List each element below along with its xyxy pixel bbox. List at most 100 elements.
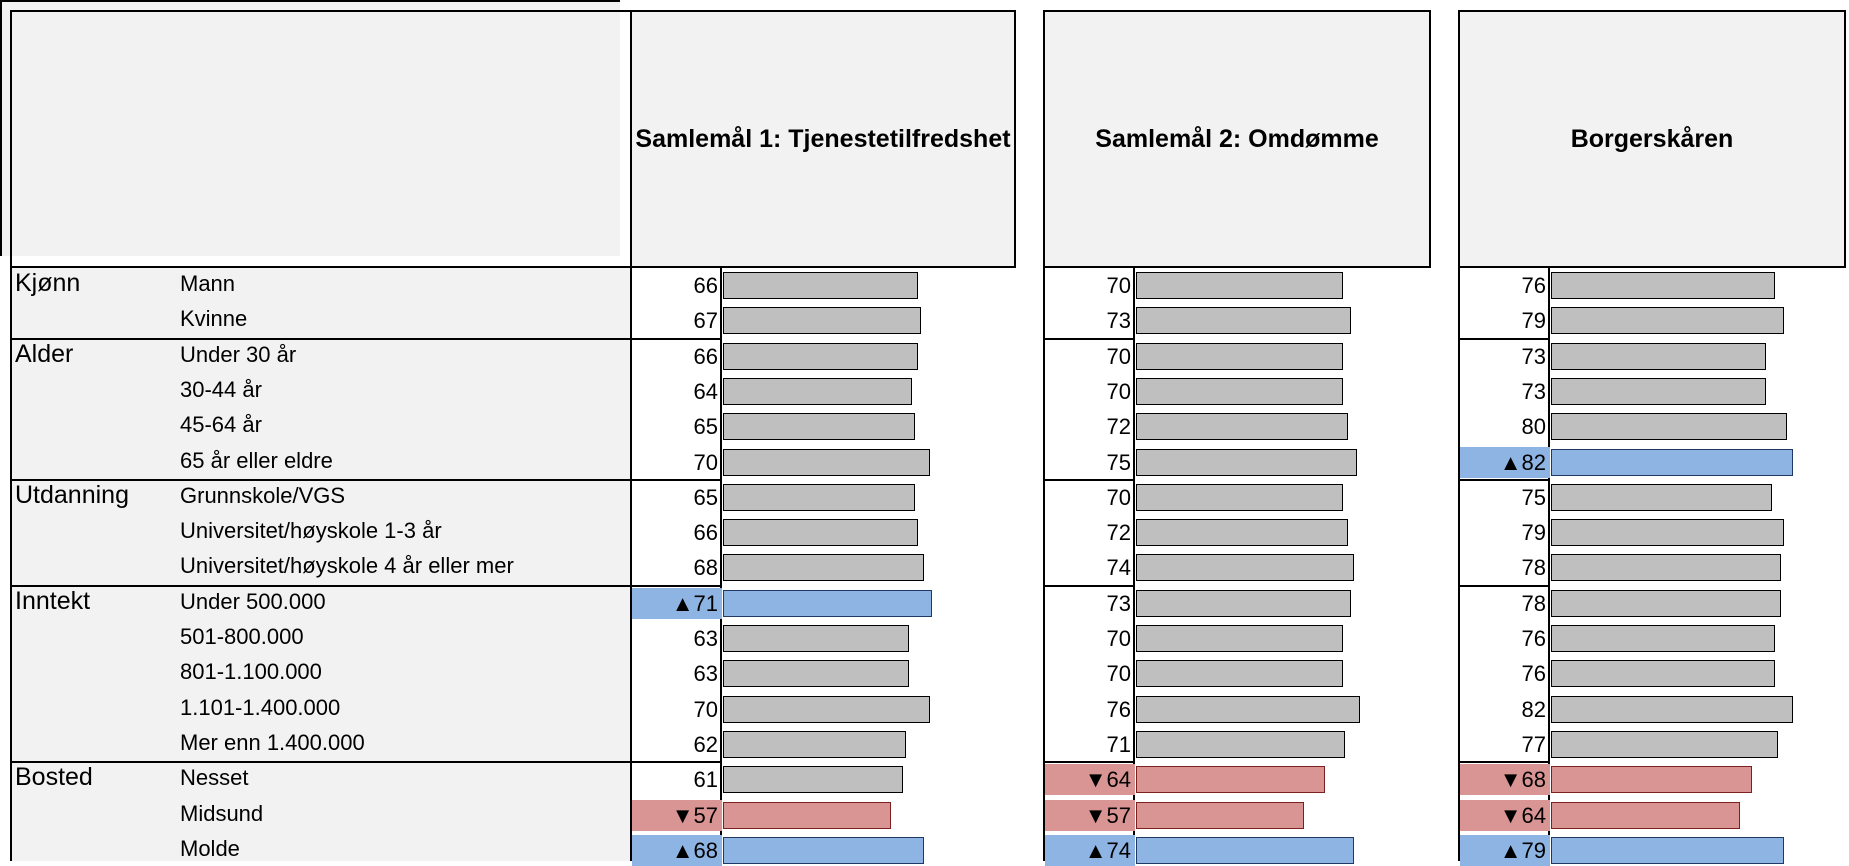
value-label: ▲68	[632, 834, 722, 866]
bar	[1551, 625, 1775, 652]
value-label: 64	[693, 378, 718, 404]
value-label: 80	[1521, 414, 1546, 440]
bar	[1136, 589, 1351, 617]
row-label: Under 500.000	[180, 588, 326, 614]
row-label: 65 år eller eldre	[180, 447, 333, 473]
bar	[723, 730, 906, 758]
row-header-blank	[0, 0, 620, 256]
bar	[723, 413, 915, 441]
value-label: 77	[1521, 731, 1546, 757]
bar	[1551, 483, 1772, 511]
value-label: ▼57	[632, 799, 722, 831]
bar	[723, 307, 921, 335]
panel-left-border	[1043, 266, 1045, 861]
value-label: 65	[693, 484, 718, 510]
value-label: ▼68	[1460, 764, 1550, 796]
column-header-tjenestetilfredshet: Samlemål 1: Tjenestetilfredshet	[630, 10, 1016, 268]
row-label: Mer enn 1.400.000	[180, 729, 365, 755]
value-label: ▼64	[1460, 799, 1550, 831]
value-label: 68	[693, 555, 718, 581]
value-label: 70	[1106, 378, 1131, 404]
bar	[1136, 801, 1304, 829]
bar	[1136, 272, 1343, 299]
bar	[723, 589, 932, 617]
row-label: Molde	[180, 835, 240, 861]
value-label: 70	[1106, 626, 1131, 651]
panel-left-border	[1458, 266, 1460, 861]
group-separator	[10, 761, 630, 764]
group-separator	[1458, 337, 1548, 340]
value-label: ▼57	[1045, 799, 1135, 831]
row-label: Nesset	[180, 765, 249, 791]
group-label: Bosted	[15, 763, 93, 792]
bar	[1551, 554, 1781, 582]
group-separator	[1458, 478, 1548, 481]
group-separator	[10, 337, 630, 340]
bar	[1551, 730, 1778, 758]
left-border	[10, 10, 12, 861]
bar	[1136, 766, 1325, 794]
value-label: 79	[1521, 308, 1546, 334]
group-separator	[1043, 478, 1133, 481]
bar	[1136, 695, 1360, 723]
value-axis-line	[1133, 266, 1135, 861]
group-separator	[10, 478, 630, 481]
bar	[723, 377, 912, 405]
value-label: ▲79	[1460, 834, 1550, 866]
bar	[723, 801, 891, 829]
bar	[1136, 554, 1354, 582]
group-separator	[10, 584, 630, 587]
row-label: 801-1.100.000	[180, 659, 322, 685]
row-label: Midsund	[180, 800, 264, 826]
group-separator	[630, 584, 720, 587]
bar	[1551, 519, 1784, 547]
value-label: 73	[1106, 590, 1131, 616]
column-title: Samlemål 1: Tjenestetilfredshet	[635, 124, 1011, 153]
group-separator	[1043, 584, 1133, 587]
group-separator	[1043, 761, 1133, 764]
bar	[1136, 342, 1343, 370]
row-label: 501-800.000	[180, 624, 304, 649]
bar	[1551, 377, 1766, 405]
group-label: Kjønn	[15, 269, 81, 297]
group-separator	[630, 761, 720, 764]
row-label: 30-44 år	[180, 376, 262, 402]
group-separator	[1458, 761, 1548, 764]
group-separator	[1043, 337, 1133, 340]
row-label: Under 30 år	[180, 341, 297, 367]
value-label: 66	[693, 520, 718, 546]
value-label: ▲71	[632, 587, 722, 619]
column-title: Borgerskåren	[1570, 124, 1734, 153]
row-label: Mann	[180, 271, 236, 296]
value-label: 76	[1521, 626, 1546, 651]
bar	[723, 342, 918, 370]
bar	[1551, 448, 1793, 476]
bar	[1551, 589, 1781, 617]
bar	[723, 272, 918, 299]
value-label: 62	[693, 731, 718, 757]
value-axis-line	[1548, 266, 1550, 861]
value-label: 61	[693, 767, 718, 793]
header-bottom-border	[10, 266, 630, 268]
value-label: 63	[693, 626, 718, 651]
value-label: ▲82	[1460, 446, 1550, 478]
bar	[1551, 766, 1752, 794]
value-label: 72	[1106, 414, 1131, 440]
bar	[723, 660, 909, 688]
value-label: 79	[1521, 520, 1546, 546]
row-label: Universitet/høyskole 1-3 år	[180, 518, 442, 544]
group-separator	[1458, 584, 1548, 587]
column-title: Samlemål 2: Omdømme	[1095, 124, 1379, 153]
value-label: 72	[1106, 520, 1131, 546]
value-label: 70	[693, 696, 718, 722]
value-label: 75	[1106, 449, 1131, 475]
value-label: 73	[1521, 378, 1546, 404]
panel-left-border	[630, 266, 632, 861]
value-axis-line	[720, 266, 722, 861]
bar	[1551, 413, 1787, 441]
value-label: 70	[1106, 343, 1131, 369]
group-separator	[630, 478, 720, 481]
group-label: Inntekt	[15, 586, 91, 615]
bar	[1136, 730, 1345, 758]
bar	[1551, 695, 1793, 723]
